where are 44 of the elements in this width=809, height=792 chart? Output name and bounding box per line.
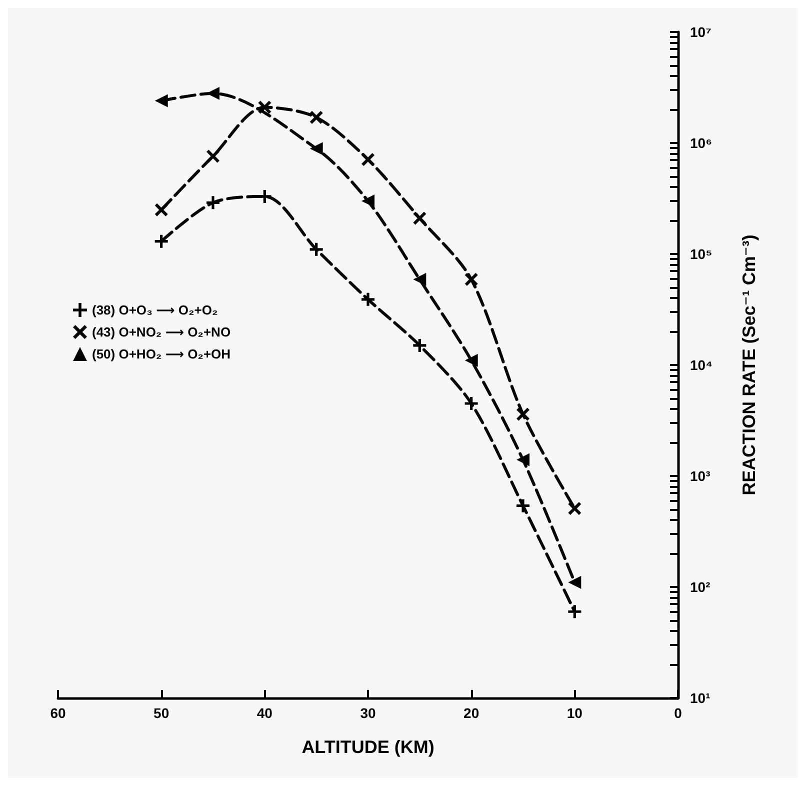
- y-tick-label: 10¹: [690, 690, 711, 706]
- x-axis-title: ALTITUDE (KM): [302, 737, 434, 757]
- point: [310, 142, 323, 156]
- x-tick-label: 20: [464, 705, 480, 721]
- point: [516, 499, 530, 512]
- y-tick-label: 10⁴: [690, 357, 713, 373]
- legend-label: (38) O+O₃ ⟶ O₂+O₂: [92, 302, 218, 318]
- point: [154, 234, 168, 248]
- point: [568, 605, 582, 618]
- x-tick-label: 40: [256, 705, 273, 721]
- point: [154, 203, 168, 216]
- x-tick-label: 0: [674, 705, 682, 721]
- point: [464, 396, 478, 410]
- y-tick-label: 10⁵: [690, 246, 712, 262]
- x-tick-label: 60: [50, 705, 66, 721]
- point: [310, 110, 323, 124]
- x-tick-label: 50: [154, 705, 170, 721]
- legend-label: (50) O+HO₂ ⟶ O₂+OH: [92, 346, 231, 362]
- point: [413, 272, 426, 286]
- point: [206, 196, 220, 210]
- point: [362, 194, 374, 208]
- point: [568, 576, 582, 589]
- point: [154, 94, 168, 108]
- point: [206, 150, 220, 163]
- point: [568, 502, 582, 515]
- point: [362, 292, 374, 306]
- point: [413, 212, 426, 225]
- point: [516, 453, 530, 466]
- x-tick-label: 30: [360, 705, 376, 721]
- point: [413, 338, 426, 352]
- legend-label: (43) O+NO₂ ⟶ O₂+NO: [92, 324, 231, 340]
- point: [310, 242, 323, 256]
- y-tick-label: 10⁶: [690, 135, 712, 151]
- point: [516, 408, 530, 421]
- y-tick-label: 10⁷: [690, 24, 712, 40]
- point: [464, 354, 478, 367]
- point: [464, 272, 478, 286]
- y-tick-label: 10²: [690, 579, 711, 595]
- y-tick-label: 10³: [690, 468, 711, 484]
- point: [206, 86, 220, 100]
- x-tick-label: 10: [566, 705, 583, 721]
- point: [362, 153, 374, 166]
- y-axis-title: REACTION RATE (Sec⁻¹ Cm⁻³): [739, 234, 759, 496]
- point: [258, 100, 272, 114]
